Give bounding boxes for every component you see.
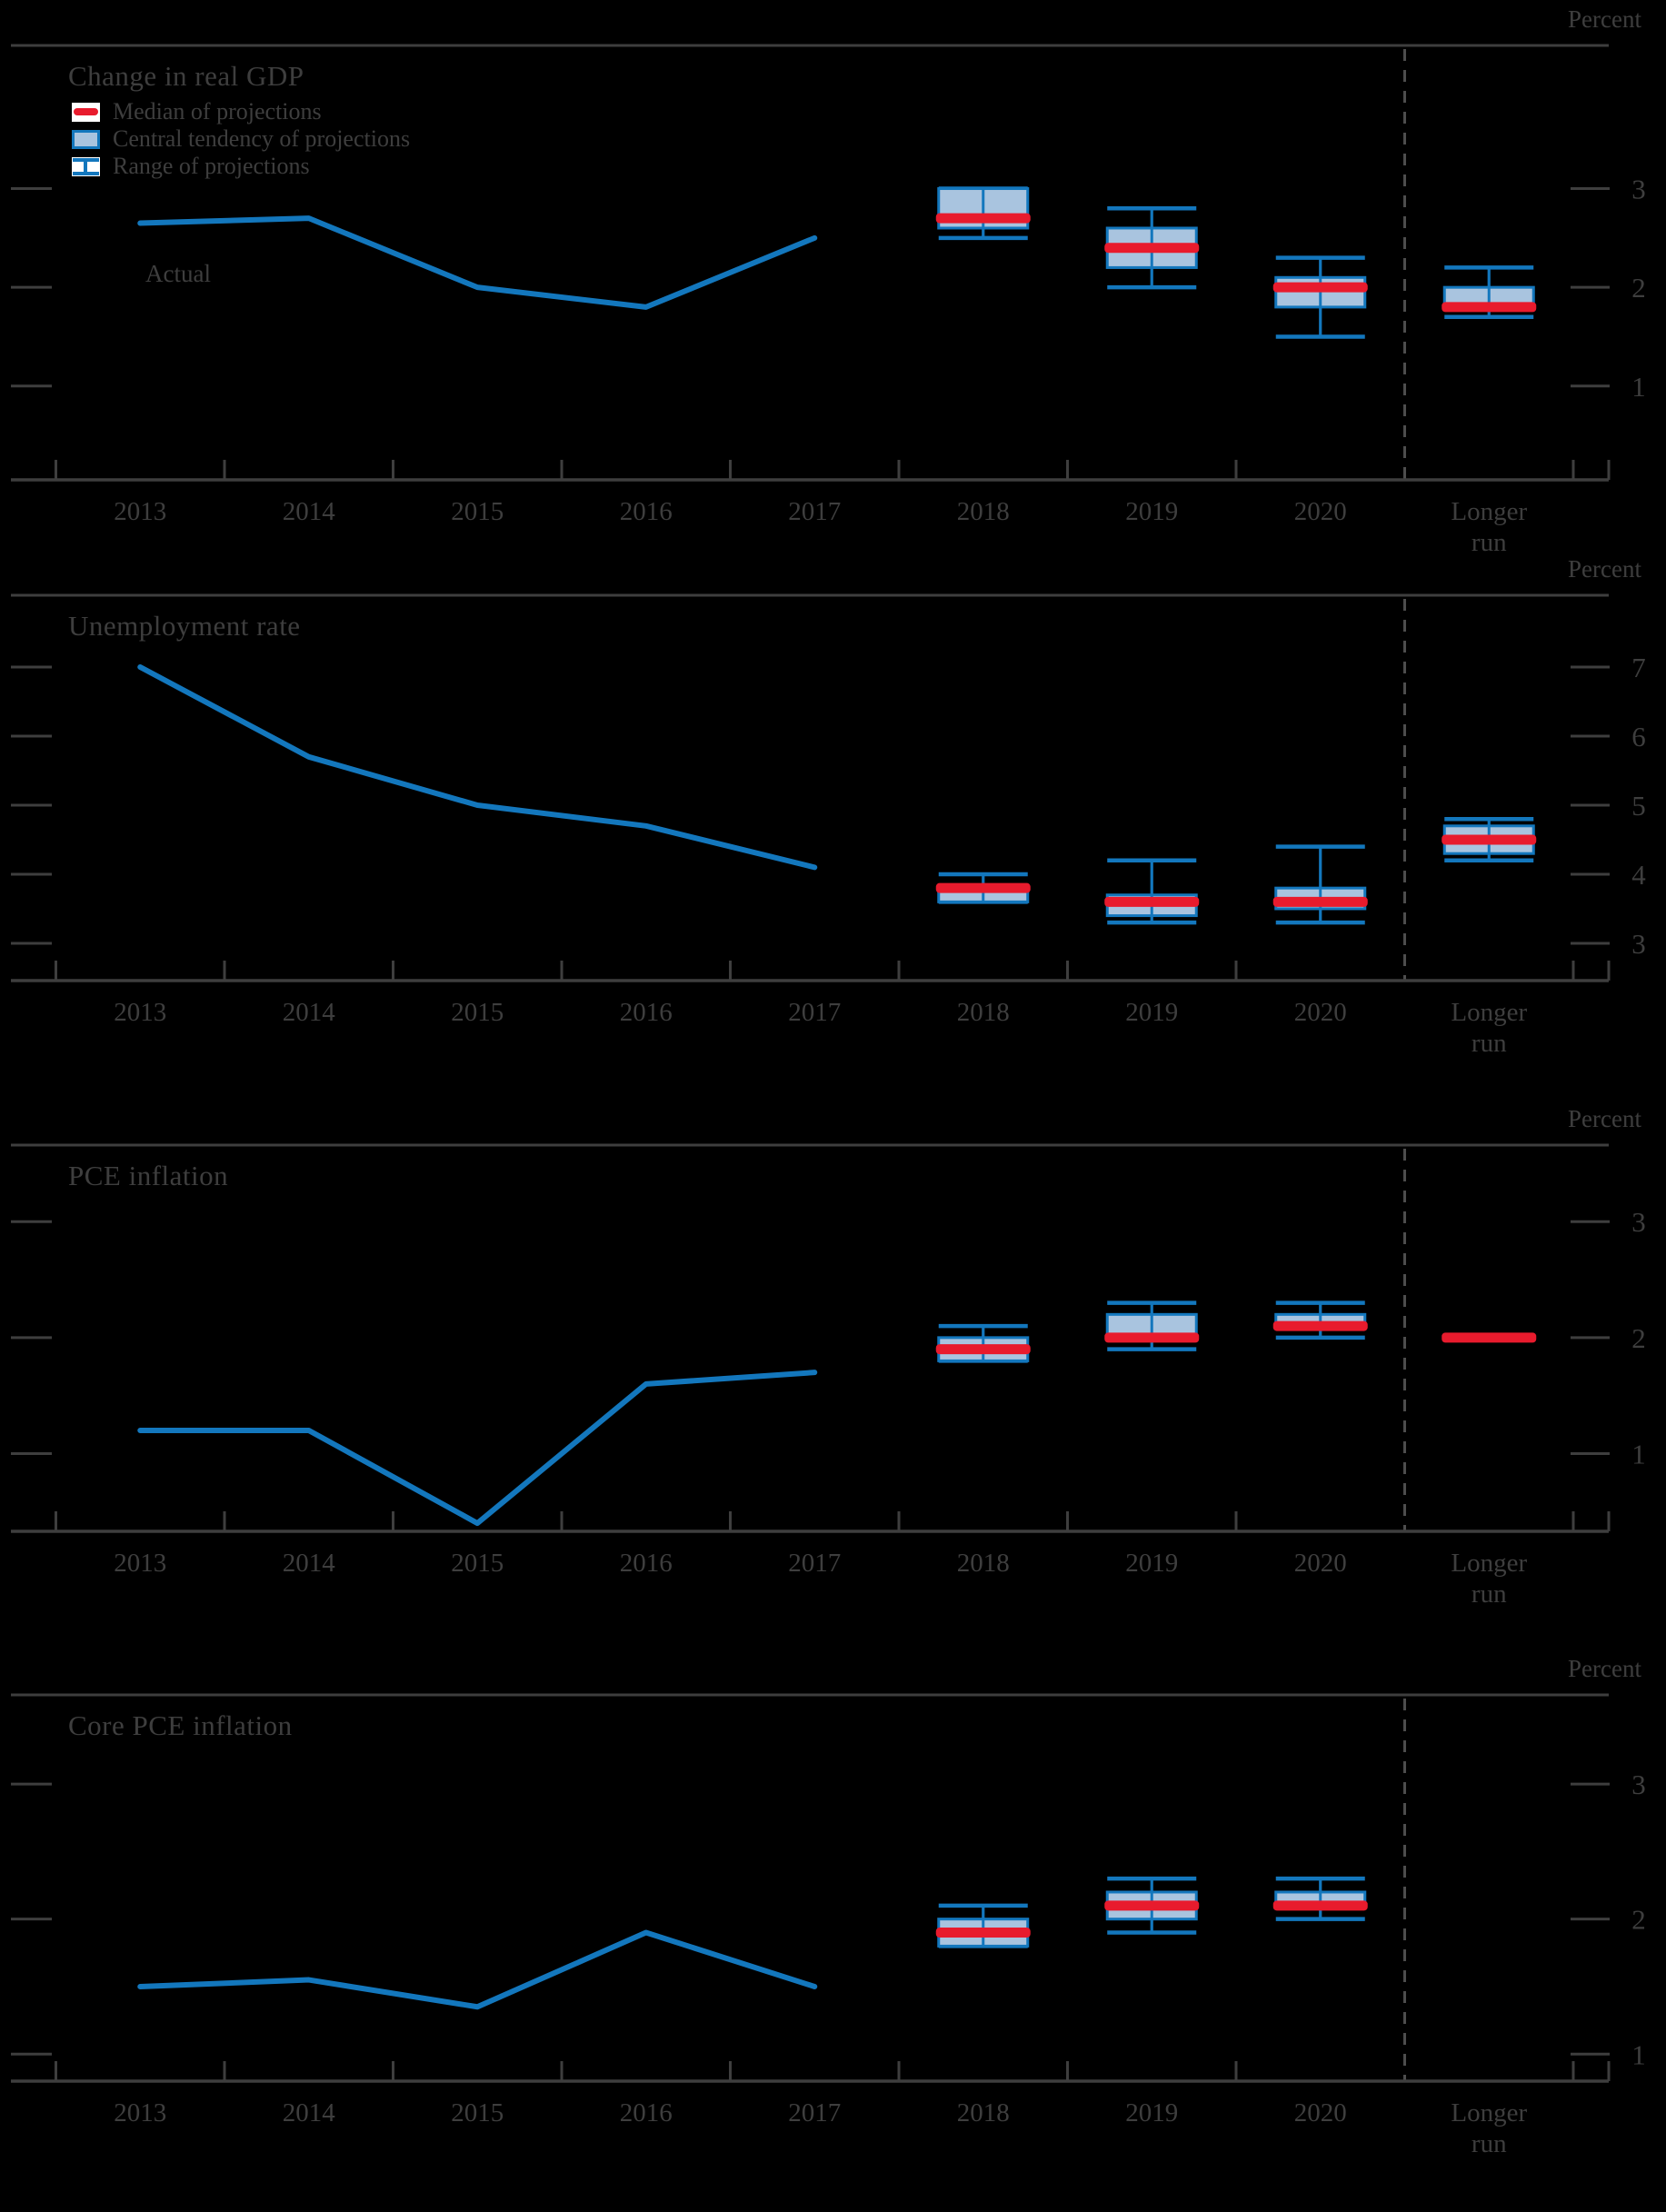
gdp-x-label-2015: 2015: [451, 497, 504, 526]
gdp-x-label-2013: 2013: [114, 497, 166, 526]
core-pce-inflation-2018-median-bar: [935, 1928, 1031, 1938]
core-pce-inflation-x-label-longer-run: Longer run: [1451, 2098, 1527, 2158]
unemployment-x-label-2020: 2020: [1294, 998, 1347, 1027]
gdp-x-label-2014: 2014: [283, 497, 336, 526]
unit-label-unemployment: Percent: [1568, 555, 1641, 583]
gdp-y-tick-label-3: 3: [1631, 174, 1646, 205]
unemployment-x-label-2014: 2014: [283, 998, 336, 1027]
pce-inflation-actual-line: [137, 1370, 818, 1527]
core-pce-inflation-x-label-2015: 2015: [451, 2098, 504, 2127]
legend-label-central-tendency: Central tendency of projections: [113, 125, 411, 152]
core-pce-inflation-x-label-2019: 2019: [1125, 2098, 1178, 2127]
panel-unemployment-graphics: 3 4 5 6 7 2013 2014 2015 2016 2017 2018 2019 2020 Lon…: [11, 593, 1646, 1058]
pce-inflation-x-label-2013: 2013: [114, 1549, 166, 1578]
unemployment-y-tick-label-4: 4: [1631, 859, 1646, 891]
pce-inflation-longer-run-median-bar: [1442, 1332, 1537, 1343]
gdp-x-label-2019: 2019: [1125, 497, 1178, 526]
panel-gdp-graphics: 1 2 3 2013 2014 2015 2016 2017 2018 2019 2020 Longe…: [11, 44, 1646, 557]
gdp-2020-median-bar: [1272, 282, 1368, 293]
unemployment-y-tick-label-5: 5: [1631, 790, 1646, 822]
unemployment-y-tick-label-7: 7: [1631, 652, 1646, 683]
unemployment-2018-median-bar: [935, 882, 1031, 893]
core-pce-inflation-2020-median-bar: [1272, 1900, 1368, 1911]
unemployment-x-label-2019: 2019: [1125, 998, 1178, 1027]
pce-inflation-x-label-2020: 2020: [1294, 1549, 1347, 1578]
core-pce-inflation-y-tick-label-2: 2: [1631, 1904, 1646, 1936]
legend: Median of projections Central tendency o…: [72, 98, 410, 184]
core-pce-inflation-y-tick-label-3: 3: [1631, 1769, 1646, 1800]
core-pce-inflation-y-tick-label-1: 1: [1631, 2038, 1646, 2070]
pce-inflation-x-label-2017: 2017: [788, 1549, 841, 1578]
gdp-x-label-2017: 2017: [788, 497, 841, 526]
gdp-longer-run-median-bar: [1442, 302, 1537, 313]
unemployment-y-tick-label-3: 3: [1631, 928, 1646, 960]
gdp-2019-median-bar: [1104, 243, 1200, 254]
unemployment-2019-median-bar: [1104, 896, 1200, 907]
core-pce-inflation-x-label-2013: 2013: [114, 2098, 166, 2127]
range-swatch-icon: [72, 156, 100, 176]
legend-label-median: Median of projections: [113, 98, 322, 125]
pce-inflation-x-label-2018: 2018: [957, 1549, 1010, 1578]
core-pce-inflation-x-label-2017: 2017: [788, 2098, 841, 2127]
core-pce-inflation-actual-line: [137, 1929, 818, 2010]
panel-title-pce-inflation: PCE inflation: [68, 1160, 229, 1191]
central-tendency-swatch-icon: [72, 129, 100, 149]
core-pce-inflation-2019-median-bar: [1104, 1900, 1200, 1911]
gdp-x-label-longer-run: Longer run: [1451, 497, 1527, 557]
legend-item-central-tendency: Central tendency of projections: [72, 125, 410, 152]
pce-inflation-x-label-2019: 2019: [1125, 1549, 1178, 1578]
pce-inflation-x-label-longer-run: Longer run: [1451, 1549, 1527, 1609]
unemployment-x-label-longer-run: Longer run: [1451, 998, 1527, 1058]
actual-line-annotation: Actual: [145, 260, 211, 287]
pce-inflation-y-tick-label-1: 1: [1631, 1438, 1646, 1470]
unit-label-gdp: Percent: [1568, 5, 1641, 33]
unemployment-x-label-2015: 2015: [451, 998, 504, 1027]
core-pce-inflation-x-label-2018: 2018: [957, 2098, 1010, 2127]
gdp-x-label-2020: 2020: [1294, 497, 1347, 526]
core-pce-inflation-x-label-2016: 2016: [620, 2098, 673, 2127]
pce-inflation-2018-median-bar: [935, 1344, 1031, 1355]
legend-item-median: Median of projections: [72, 98, 410, 125]
gdp-2018-median-bar: [935, 213, 1031, 224]
unit-label-core-pce-inflation: Percent: [1568, 1655, 1641, 1682]
unemployment-longer-run-median-bar: [1442, 834, 1537, 845]
pce-inflation-2020-median-bar: [1272, 1320, 1368, 1331]
unemployment-x-label-2016: 2016: [620, 998, 673, 1027]
unemployment-x-label-2013: 2013: [114, 998, 166, 1027]
unemployment-x-label-2018: 2018: [957, 998, 1010, 1027]
unemployment-2020-median-bar: [1272, 896, 1368, 907]
core-pce-inflation-x-label-2014: 2014: [283, 2098, 336, 2127]
panel-title-unemployment: Unemployment rate: [68, 610, 301, 642]
panel-title-gdp: Change in real GDP: [68, 60, 304, 92]
pce-inflation-y-tick-label-2: 2: [1631, 1322, 1646, 1354]
gdp-y-tick-label-2: 2: [1631, 272, 1646, 304]
unemployment-y-tick-label-6: 6: [1631, 721, 1646, 752]
pce-inflation-x-label-2016: 2016: [620, 1549, 673, 1578]
legend-label-range: Range of projections: [113, 153, 310, 179]
panel-title-core-pce-inflation: Core PCE inflation: [68, 1709, 293, 1741]
unit-label-pce-inflation: Percent: [1568, 1105, 1641, 1132]
pce-inflation-2019-median-bar: [1104, 1332, 1200, 1343]
core-pce-inflation-x-label-2020: 2020: [1294, 2098, 1347, 2127]
legend-item-range: Range of projections: [72, 153, 410, 179]
median-swatch-icon: [72, 102, 100, 122]
panel-pce-inflation-graphics: 1 2 3 2013 2014 2015 2016 2017 2018 2019 2020 Longe…: [11, 1143, 1646, 1609]
gdp-actual-line: [137, 215, 818, 310]
unemployment-actual-line: [137, 664, 818, 871]
pce-inflation-x-label-2014: 2014: [283, 1549, 336, 1578]
panel-core-pce-inflation-graphics: 1 2 3 2013 2014 2015 2016 2017 2018 2019 2020 Longe…: [11, 1693, 1646, 2158]
pce-inflation-x-label-2015: 2015: [451, 1549, 504, 1578]
unemployment-x-label-2017: 2017: [788, 998, 841, 1027]
gdp-x-label-2016: 2016: [620, 497, 673, 526]
gdp-x-label-2018: 2018: [957, 497, 1010, 526]
gdp-y-tick-label-1: 1: [1631, 371, 1646, 403]
pce-inflation-y-tick-label-3: 3: [1631, 1206, 1646, 1238]
